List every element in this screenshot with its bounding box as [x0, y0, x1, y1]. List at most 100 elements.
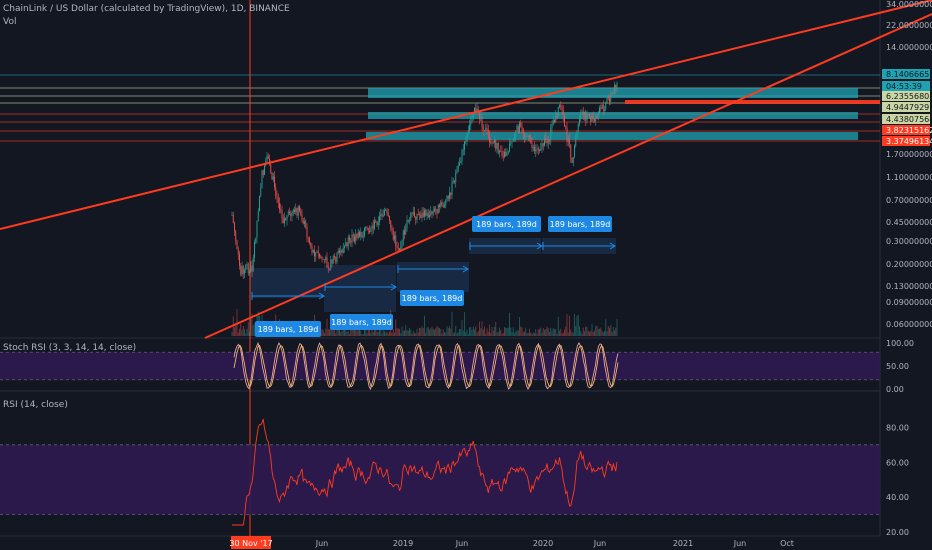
candle-body: [310, 242, 312, 247]
volume-bar: [587, 331, 589, 336]
candle-body: [246, 264, 248, 266]
candle-body: [295, 207, 297, 213]
range-annotation-text: 189 bars, 189d: [331, 318, 392, 327]
volume-bar: [420, 328, 422, 336]
price-level-text: 3.37496134: [886, 137, 932, 146]
time-axis[interactable]: Jun 2019 Jun 2020 Jun 2021 Jun Oct 30 Nov '17: [229, 536, 794, 549]
volume-bar: [380, 327, 382, 336]
volume-bar: [431, 326, 433, 336]
volume-bar: [419, 327, 420, 336]
time-tick-label: Jun: [733, 539, 747, 548]
candle-body: [301, 214, 303, 221]
stoch-tick-label: 0.00: [886, 385, 904, 394]
volume-bar: [534, 333, 535, 336]
volume-bar: [552, 327, 554, 336]
volume-bar: [560, 328, 562, 336]
candle-body: [340, 250, 342, 253]
volume-bar: [522, 332, 524, 336]
stoch-band: [0, 352, 880, 380]
stoch-rsi-pane: [0, 341, 880, 391]
volume-bar: [254, 323, 255, 336]
candle-body: [330, 259, 332, 269]
candle-body: [442, 205, 444, 207]
volume-bar: [480, 328, 482, 336]
range-annotation-label: [548, 216, 612, 232]
candle-body: [239, 254, 240, 266]
volume-bar: [616, 318, 618, 336]
volume-bar: [401, 326, 403, 336]
candle-body: [249, 271, 250, 274]
candle-body: [240, 265, 242, 275]
volume-bar: [251, 313, 253, 336]
volume-bar: [476, 332, 478, 336]
candle-body: [267, 155, 269, 159]
candle-body: [452, 180, 454, 183]
candle-body: [365, 227, 367, 229]
candle-body: [424, 210, 425, 217]
volume-bar: [430, 328, 432, 336]
candle-body: [287, 211, 289, 216]
candle-body: [602, 104, 604, 111]
volume-bar: [344, 328, 345, 336]
time-tick-label: Jun: [593, 539, 607, 548]
volume-bar: [606, 331, 608, 336]
volume-bar: [407, 330, 409, 336]
volume-bar: [510, 327, 512, 336]
volume-bar: [505, 327, 507, 336]
candle-body: [419, 214, 420, 216]
candle-body: [479, 110, 480, 119]
candle-body: [575, 138, 577, 146]
candle-body: [307, 237, 309, 239]
candle-body: [304, 221, 305, 224]
candle-body: [274, 176, 275, 188]
volume-bar: [350, 327, 352, 336]
candle-body: [406, 220, 408, 228]
candle-body: [615, 85, 617, 90]
volume-bar: [375, 326, 377, 336]
candle-body: [597, 113, 599, 119]
volume-bar: [437, 327, 439, 336]
candle-body: [400, 246, 402, 251]
candle-body: [462, 149, 464, 151]
volume-bar: [252, 324, 254, 336]
candle-body: [594, 119, 595, 121]
candle-body: [447, 196, 449, 199]
volume-bar: [486, 328, 488, 336]
candle-body: [439, 204, 440, 207]
price-level-badge: [882, 81, 930, 91]
candle-body: [500, 151, 502, 153]
volume-bar: [321, 328, 323, 336]
candle-body: [475, 107, 477, 112]
candle-body: [237, 249, 239, 255]
volume-bar: [242, 325, 244, 336]
volume-bar: [504, 326, 505, 336]
volume-bar: [406, 330, 408, 336]
candle-body: [559, 105, 560, 108]
stoch-k-line: [233, 341, 619, 391]
candle-body: [504, 151, 505, 157]
candle-body: [294, 209, 295, 213]
volume-bar: [452, 333, 454, 336]
volume-bar: [542, 328, 544, 336]
volume-bar: [550, 327, 552, 336]
candle-body: [551, 123, 553, 129]
volume-bar: [612, 326, 614, 336]
candle-body: [571, 157, 573, 163]
candle-body: [321, 257, 323, 260]
volume-bar: [367, 328, 369, 336]
volume-bar: [454, 332, 455, 336]
candle-body: [360, 232, 362, 237]
price-tick-label: 0.45000000: [886, 218, 932, 227]
candle-body: [549, 139, 550, 141]
volume-bar: [416, 328, 418, 336]
candle-body: [335, 256, 337, 263]
candle-body: [612, 90, 614, 94]
volume-bar: [607, 326, 609, 336]
candle-body: [590, 117, 592, 122]
volume-bar: [356, 330, 358, 336]
candle-body: [402, 230, 404, 242]
candle-body: [481, 116, 483, 127]
